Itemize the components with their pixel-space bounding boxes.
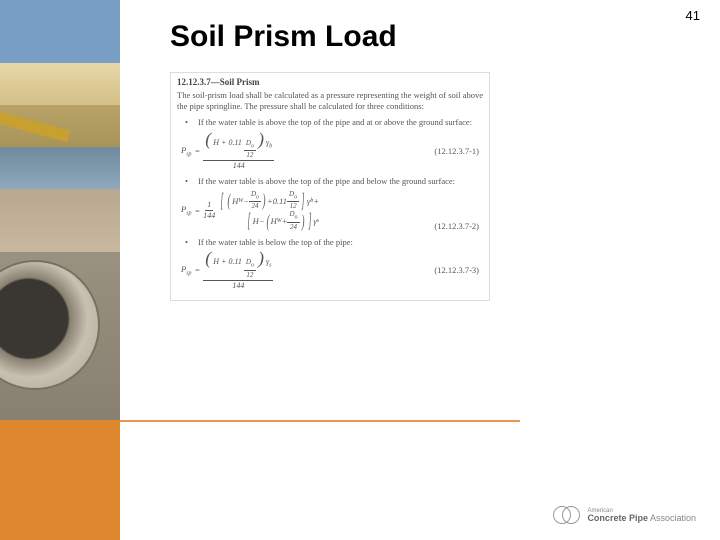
- page-number: 41: [686, 8, 700, 23]
- equation-2: Psp = 1 144 [ ( HW − Do 24 ) + 0: [181, 191, 479, 231]
- section-heading: 12.12.3.7—Soil Prism: [177, 77, 483, 87]
- footer-orange-block: [0, 420, 120, 540]
- intro-paragraph: The soil-prism load shall be calculated …: [177, 90, 483, 111]
- bullet-text: If the water table is above the top of t…: [198, 176, 483, 187]
- logo-text: American Concrete Pipe Association: [587, 508, 696, 523]
- bullet-dot: •: [185, 117, 188, 128]
- bullet-item: • If the water table is above the top of…: [185, 176, 483, 187]
- sidebar-photo: [0, 0, 120, 420]
- footer-orange-strip: [120, 420, 520, 422]
- logo-rings-icon: [553, 504, 581, 526]
- equation-3: Psp = ( H + 0.11 Do 12 ) γs 144 (12.12.: [181, 251, 479, 289]
- equation-1: Psp = ( H + 0.11 Do 12 ) γb 144 (12.12.: [181, 132, 479, 170]
- bullet-text: If the water table is below the top of t…: [198, 237, 483, 248]
- bullet-item: • If the water table is above the top of…: [185, 117, 483, 128]
- specification-excerpt: 12.12.3.7—Soil Prism The soil-prism load…: [170, 72, 490, 301]
- bullet-dot: •: [185, 237, 188, 248]
- bullet-text: If the water table is above the top of t…: [198, 117, 483, 128]
- equation-number: (12.12.3.7-2): [434, 221, 479, 231]
- equation-number: (12.12.3.7-3): [434, 265, 479, 275]
- acpa-logo: American Concrete Pipe Association: [553, 504, 696, 526]
- bullet-dot: •: [185, 176, 188, 187]
- excavator-arm-graphic: [0, 110, 70, 142]
- equation-number: (12.12.3.7-1): [434, 146, 479, 156]
- slide-title: Soil Prism Load: [170, 20, 397, 54]
- concrete-pipe-graphic: [0, 260, 100, 390]
- bullet-item: • If the water table is below the top of…: [185, 237, 483, 248]
